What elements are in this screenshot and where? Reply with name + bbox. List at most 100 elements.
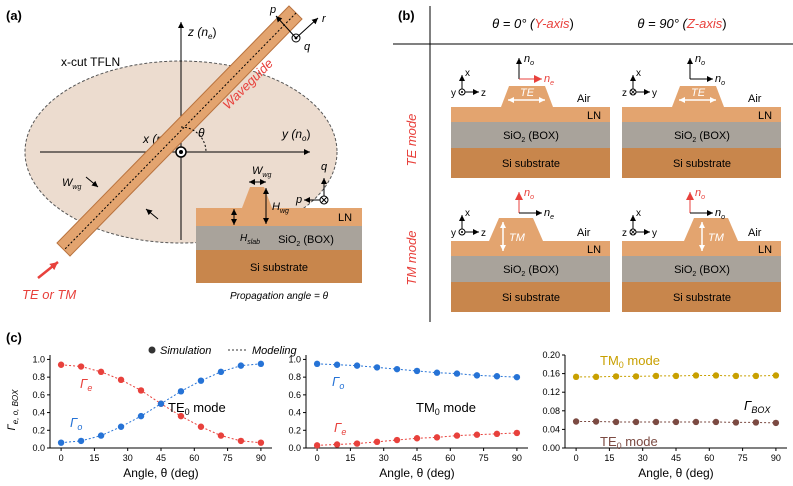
data-point <box>97 368 105 376</box>
y-tick-label: 0.6 <box>288 390 301 400</box>
x-tick-label: 75 <box>479 453 489 463</box>
svg-text:x: x <box>465 208 470 219</box>
data-point <box>197 377 205 384</box>
si-layer <box>196 250 362 283</box>
x-tick-label: 45 <box>156 453 166 463</box>
svg-text:Air: Air <box>577 93 591 105</box>
h-wg-label: Hwg <box>272 201 289 215</box>
x-tick-label: 75 <box>223 453 233 463</box>
data-point <box>237 362 245 369</box>
svg-text:Air: Air <box>748 93 762 105</box>
data-point <box>453 370 461 377</box>
svg-text:LN: LN <box>587 110 601 122</box>
gamma-e-label-te0: Γe <box>80 376 92 393</box>
panel-a: (a) x-cut TFLN z (ne) y (no) x (no) Wave… <box>6 4 362 302</box>
x-tick-label: 90 <box>771 453 781 463</box>
x-tick-label: 30 <box>379 453 389 463</box>
svg-text:z: z <box>481 228 486 239</box>
row1-header: TE mode <box>404 114 419 167</box>
data-point <box>732 419 740 426</box>
box-layer <box>196 226 362 250</box>
model-line-1 <box>576 420 776 424</box>
h-slab-label: Hslab <box>240 233 260 246</box>
data-point <box>117 423 125 430</box>
data-point <box>353 362 361 369</box>
gamma-o-label-te0: Γo <box>70 415 82 432</box>
x-tick-label: 30 <box>638 453 648 463</box>
data-point <box>157 400 165 407</box>
data-point <box>257 439 265 446</box>
tm0-mode-label-box: TM0 mode <box>600 353 660 370</box>
data-point <box>732 372 740 380</box>
svg-text:z: z <box>481 88 486 99</box>
x-tick-label: 15 <box>345 453 355 463</box>
si-label-a: Si substrate <box>250 262 308 274</box>
data-point <box>413 367 421 375</box>
svg-text:y: y <box>451 228 456 239</box>
svg-text:Si substrate: Si substrate <box>502 158 560 170</box>
svg-text:no: no <box>524 187 534 201</box>
data-point <box>333 441 341 448</box>
y-tick-label: 0.4 <box>32 408 45 418</box>
data-point <box>197 423 205 430</box>
svg-text:no: no <box>695 187 705 201</box>
panel-c-label: (c) <box>6 330 22 345</box>
data-point <box>373 364 381 371</box>
ln-slab <box>196 208 362 226</box>
svg-text:LN: LN <box>758 110 772 122</box>
x-tick-label: 30 <box>123 453 133 463</box>
data-point <box>572 373 580 381</box>
data-point <box>672 418 680 426</box>
svg-text:TE: TE <box>691 87 706 99</box>
svg-text:ne: ne <box>544 73 554 87</box>
svg-text:x: x <box>636 208 641 219</box>
svg-text:SiO2 (BOX): SiO2 (BOX) <box>674 264 730 278</box>
cell-tm-yaxis: TM Air LN SiO2 (BOX) Si substrate <box>451 218 610 312</box>
data-point <box>217 432 225 439</box>
ln-label-a: LN <box>338 212 352 224</box>
x-tick-label: 60 <box>704 453 714 463</box>
svg-text:Si substrate: Si substrate <box>502 292 560 304</box>
coord-te-yaxis: x y z no ne <box>451 53 554 99</box>
gamma-o-label-tm0: Γo <box>332 374 344 391</box>
x-tick-label: 60 <box>445 453 455 463</box>
x-tick-label: 0 <box>574 453 579 463</box>
data-point <box>453 432 461 439</box>
data-point <box>177 388 185 395</box>
y-tick-label: 0.16 <box>542 369 560 379</box>
svg-text:Air: Air <box>577 227 591 239</box>
data-point <box>237 437 245 445</box>
data-point <box>572 418 580 425</box>
data-point <box>493 430 501 438</box>
y-tick-label: 0.0 <box>32 443 45 453</box>
x-tick-label: 0 <box>315 453 320 463</box>
panel-b-label: (b) <box>398 8 415 23</box>
data-point <box>473 372 481 379</box>
data-point <box>57 361 65 368</box>
w-wg-label: Wwg <box>252 165 271 179</box>
data-point <box>177 412 185 420</box>
panel-b: (b) θ = 0° (Y-axis) θ = 90° (Z-axis) TE … <box>393 6 793 322</box>
svg-text:no: no <box>715 73 725 87</box>
data-point <box>433 434 441 441</box>
data-point <box>313 442 321 449</box>
theta-arc <box>180 126 207 153</box>
data-point <box>612 418 620 426</box>
y-axis-label: y (no) <box>281 127 310 143</box>
svg-text:LN: LN <box>587 244 601 256</box>
box-label-a: SiO2 (BOX) <box>278 234 334 248</box>
y-axis-title: Γe, o, BOX <box>6 389 20 431</box>
panel-c: (c) Simulation Modeling Γe, o, BOX 0 15 30… <box>6 330 787 480</box>
data-point <box>97 432 105 439</box>
svg-text:x: x <box>465 68 470 79</box>
y-tick-label: 0.8 <box>32 372 45 382</box>
x-tick-label: 45 <box>412 453 422 463</box>
cell-te-zaxis: TE Air LN SiO2 (BOX) Si substrate <box>622 86 781 178</box>
x-tick-label: 90 <box>512 453 522 463</box>
svg-text:z: z <box>622 88 627 99</box>
q-label-small: q <box>321 161 328 173</box>
x-tick-label: 75 <box>738 453 748 463</box>
y-tick-label: 0.04 <box>542 424 560 434</box>
waveguide-strip <box>56 5 303 257</box>
cell-te-yaxis: TE Air LN SiO2 (BOX) Si substrate <box>451 86 610 178</box>
